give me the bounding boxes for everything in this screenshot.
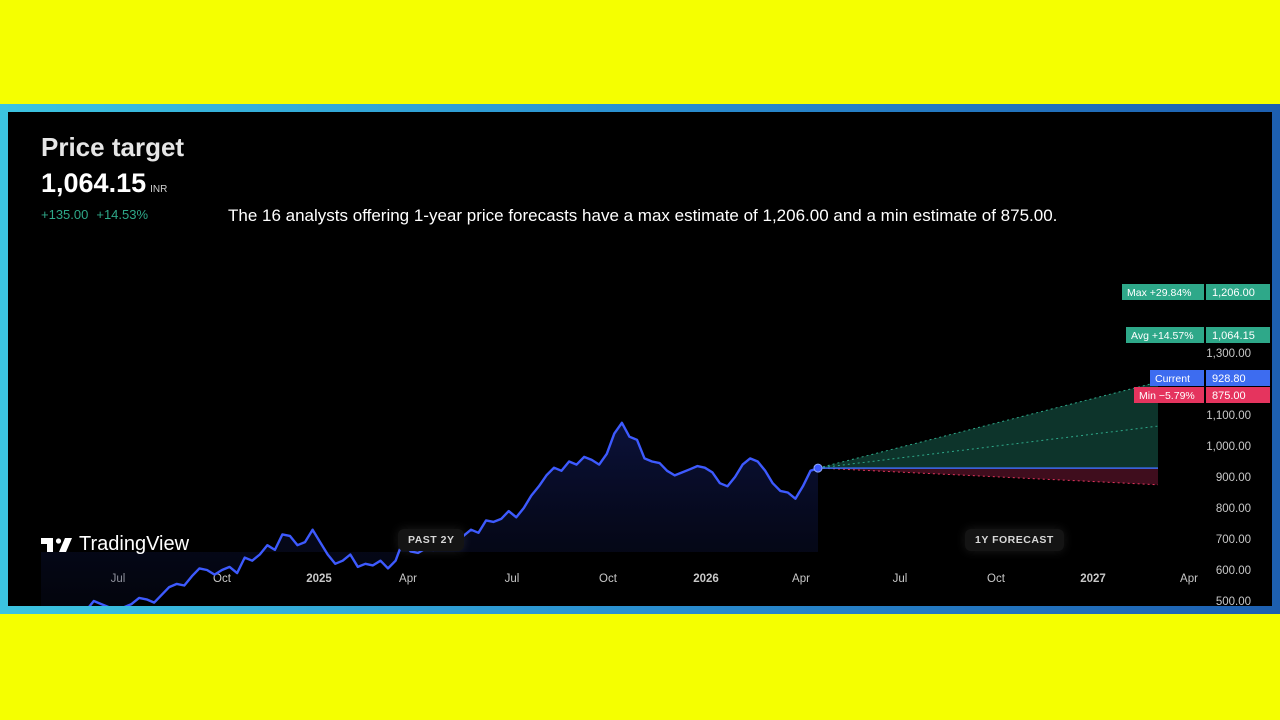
x-tick-label: Jul xyxy=(505,573,520,585)
current-tag-label-bg xyxy=(1150,370,1204,386)
price-area xyxy=(41,422,818,606)
x-tick-label: 2027 xyxy=(1080,573,1106,585)
y-tick-label: 1,100.00 xyxy=(1206,410,1251,422)
x-tick-label: 2026 xyxy=(693,573,719,585)
avg-tag-label: Avg +14.57% xyxy=(1131,330,1194,342)
current-tag-label: Current xyxy=(1155,373,1190,385)
current-tag-value-bg xyxy=(1206,370,1270,386)
max-tag-label: Max +29.84% xyxy=(1127,287,1192,299)
current-price-point xyxy=(813,463,823,473)
price-target-panel: Price target 1,064.15 INR +135.00 +14.53% … xyxy=(8,112,1272,606)
avg-tag-value-bg xyxy=(1206,327,1270,343)
min-tag-label: Min −5.79% xyxy=(1139,390,1195,402)
x-tick-label: Oct xyxy=(213,573,232,585)
min-tag: Min −5.79% 875.00 xyxy=(1134,387,1270,403)
x-tick-label: Jul xyxy=(893,573,908,585)
y-tick-label: 1,300.00 xyxy=(1206,348,1251,360)
y-tick-label: 700.00 xyxy=(1216,534,1251,546)
x-tick-label: Apr xyxy=(792,573,810,585)
x-tick-label: Oct xyxy=(987,573,1006,585)
currency-label: INR xyxy=(150,184,168,195)
max-tag: Max +29.84% 1,206.00 xyxy=(1122,284,1270,300)
max-tag-value: 1,206.00 xyxy=(1212,287,1255,299)
current-tag-value: 928.80 xyxy=(1212,373,1246,385)
1y-forecast-button[interactable]: 1Y FORECAST xyxy=(965,529,1064,551)
price-chart: 1,300.00 1,100.00 1,000.00 900.00 800.00 700.… xyxy=(41,284,1270,606)
logo-text: TradingView xyxy=(79,533,190,555)
avg-tag: Avg +14.57% 1,064.15 xyxy=(1126,327,1270,343)
price-target-value: 1,064.15 INR xyxy=(41,168,167,199)
price-value: 1,064.15 xyxy=(41,168,147,198)
min-tag-label-bg xyxy=(1134,387,1204,403)
frame-border: Price target 1,064.15 INR +135.00 +14.53% … xyxy=(0,104,1280,614)
y-tick-label: 500.00 xyxy=(1216,596,1251,606)
x-tick-label: Oct xyxy=(599,573,618,585)
forecast-max-line xyxy=(817,381,1159,469)
x-tick-label: 2025 xyxy=(306,573,332,585)
x-tick-label: Apr xyxy=(1180,573,1198,585)
past-2y-button[interactable]: PAST 2Y xyxy=(398,529,465,551)
forecast-avg-line xyxy=(817,425,1159,469)
change-absolute: +135.00 xyxy=(41,207,89,222)
min-tag-value-bg xyxy=(1206,387,1270,403)
y-tick-label: 1,000.00 xyxy=(1206,441,1251,453)
x-tick-label: Apr xyxy=(399,573,417,585)
tradingview-logo[interactable]: TradingView xyxy=(41,533,189,556)
y-tick-label: 900.00 xyxy=(1216,472,1251,484)
change-percent: +14.53% xyxy=(96,207,149,222)
price-change: +135.00 +14.53% xyxy=(41,207,148,222)
max-tag-label-bg xyxy=(1122,284,1204,300)
y-tick-label: 600.00 xyxy=(1216,565,1251,577)
y-tick-label: 800.00 xyxy=(1216,503,1251,515)
max-tag-value-bg xyxy=(1206,284,1270,300)
min-tag-value: 875.00 xyxy=(1212,390,1246,402)
current-tag: Current 928.80 xyxy=(1150,370,1270,386)
forecast-min-line xyxy=(817,467,1159,486)
tradingview-logo-icon xyxy=(41,537,72,552)
avg-tag-value: 1,064.15 xyxy=(1212,330,1255,342)
avg-tag-label-bg xyxy=(1126,327,1204,343)
panel-title: Price target xyxy=(41,132,185,162)
forecast-description: The 16 analysts offering 1-year price fo… xyxy=(228,206,1058,225)
